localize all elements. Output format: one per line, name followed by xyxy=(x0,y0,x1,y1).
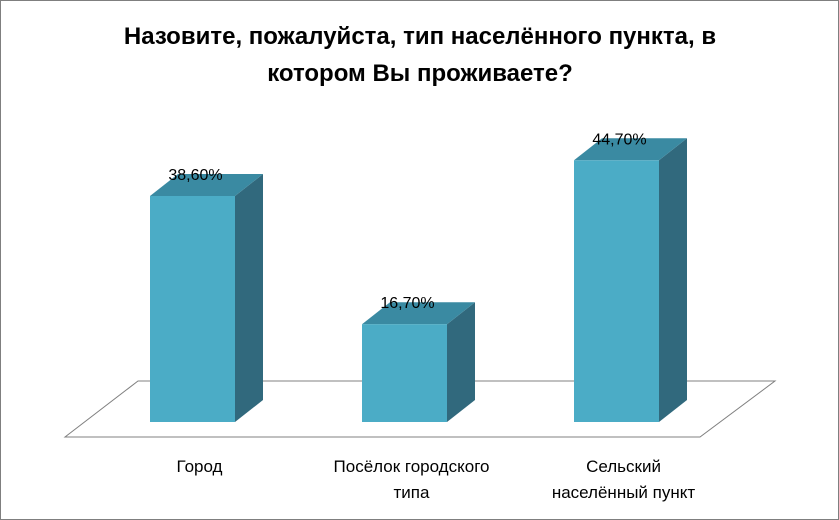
category-label: Сельский xyxy=(586,457,661,476)
bar-side xyxy=(447,302,475,422)
data-label: 44,70% xyxy=(592,131,646,148)
bar-top xyxy=(362,302,475,325)
category-label: типа xyxy=(394,483,430,502)
bar-side xyxy=(235,174,263,422)
category-label: населённый пункт xyxy=(552,483,696,502)
data-label: 16,70% xyxy=(380,295,434,312)
category-label: Посёлок городского xyxy=(334,457,490,476)
chart-title-line: котором Вы проживаете? xyxy=(267,60,573,87)
chart-title: Назовите, пожалуйста, тип населённого пу… xyxy=(40,18,800,92)
bar xyxy=(574,160,659,422)
data-label: 38,60% xyxy=(168,167,222,184)
category-label: Город xyxy=(177,457,223,476)
chart-title-line: Назовите, пожалуйста, тип населённого пу… xyxy=(123,23,717,50)
bar-side xyxy=(659,138,687,422)
bar-top xyxy=(574,138,687,161)
bar-top xyxy=(150,174,263,196)
bar xyxy=(362,324,447,422)
bar xyxy=(150,196,235,422)
